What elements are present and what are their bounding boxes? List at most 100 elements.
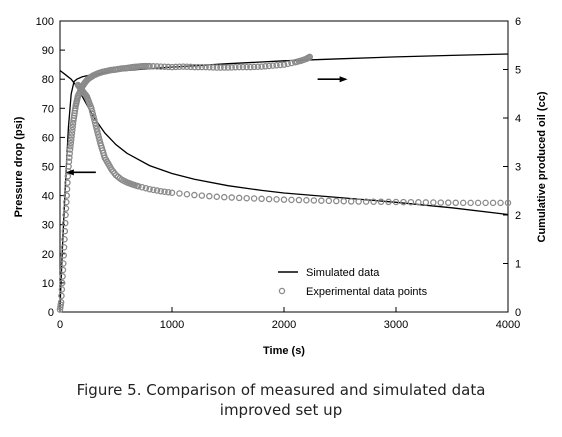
left-y-tick-label: 20	[42, 249, 54, 261]
experimental-point	[57, 299, 65, 306]
left-y-axis: 0 10 20 30 40 50 60 70 80 90 100	[36, 16, 65, 319]
x-tick-label: 1000	[160, 319, 184, 331]
experimental-point	[239, 63, 247, 71]
experimental-point	[146, 62, 153, 70]
experimental-point	[504, 199, 512, 207]
experimental-point	[325, 197, 333, 205]
experimental-point	[150, 186, 157, 194]
experimental-point	[153, 63, 161, 70]
experimental-point	[280, 196, 288, 203]
experimental-point	[221, 64, 228, 71]
experimental-point	[63, 185, 71, 193]
simulated-line-left-axis	[59, 69, 509, 216]
experimental-point	[269, 62, 277, 69]
experimental-point	[66, 146, 74, 153]
dual-axis-line-chart: 0 1000 2000 3000 4000 0102030405060708090100…	[13, 16, 548, 357]
right-y-tick-label: 5	[515, 65, 521, 77]
right-y-tick-label: 2	[515, 210, 521, 222]
experimental-point	[176, 190, 183, 197]
series-layer	[56, 53, 512, 313]
experimental-point	[65, 158, 73, 165]
left-y-tick-label: 10	[42, 278, 54, 290]
experimental-point	[66, 150, 73, 157]
legend-circle-marker	[278, 287, 286, 295]
experimental-point	[67, 143, 74, 150]
x-axis-title: Time (s)	[263, 345, 305, 357]
experimental-point	[303, 197, 310, 204]
experimental-point	[250, 195, 258, 202]
experimental-point	[161, 188, 168, 195]
x-axis: 0 1000 2000 3000 4000	[57, 307, 520, 331]
experimental-point	[277, 61, 284, 69]
experimental-point	[224, 64, 232, 71]
experimental-point	[165, 188, 172, 196]
experimental-point	[88, 105, 95, 112]
experimental-point	[318, 197, 325, 204]
experimental-point	[280, 61, 288, 68]
experimental-point	[69, 123, 76, 131]
experimental-point	[347, 198, 355, 205]
experimental-point	[150, 63, 157, 70]
experimental-point	[206, 192, 213, 200]
experimental-points-right-axis	[56, 53, 314, 313]
right-y-tick-label: 0	[515, 307, 521, 319]
experimental-point	[69, 126, 76, 134]
experimental-point	[58, 292, 65, 300]
experimental-point	[94, 131, 102, 138]
experimental-point	[377, 198, 385, 206]
experimental-point	[165, 63, 172, 71]
experimental-point	[67, 139, 75, 147]
experimental-point	[262, 63, 269, 70]
experimental-point	[250, 63, 258, 71]
experimental-point	[168, 189, 176, 196]
experimental-point	[198, 63, 206, 71]
experimental-point	[265, 62, 273, 70]
experimental-point	[60, 260, 67, 267]
legend-label-experimental: Experimental data points	[306, 286, 428, 298]
right-y-axis-title: Cumulative produced oil (cc)	[536, 91, 548, 242]
right-y-tick-label: 4	[515, 113, 521, 125]
right-y-axis: 0 1 2 3 4 5 6	[503, 16, 521, 319]
experimental-point	[213, 193, 221, 201]
experimental-point	[437, 199, 445, 206]
experimental-point	[232, 63, 239, 71]
experimental-point	[61, 219, 69, 227]
experimental-point	[254, 63, 262, 71]
experimental-point	[430, 199, 437, 206]
experimental-point	[179, 63, 187, 70]
right-y-tick-label: 6	[515, 16, 521, 28]
experimental-point	[415, 199, 422, 206]
experimental-point	[161, 63, 168, 71]
experimental-point	[482, 199, 489, 207]
experimental-point	[370, 198, 377, 205]
caption-line-1: Figure 5. Comparison of measured and sim…	[76, 381, 486, 399]
experimental-point	[62, 205, 70, 212]
right-y-tick-label: 3	[515, 162, 521, 174]
experimental-point	[172, 63, 179, 71]
arrow-right-icon	[339, 76, 348, 83]
experimental-point	[67, 136, 75, 144]
experimental-point	[362, 198, 370, 205]
experimental-point	[467, 199, 474, 207]
experimental-point	[284, 60, 291, 68]
experimental-point	[206, 63, 213, 71]
legend: Simulated data Experimental data points	[278, 267, 428, 298]
experimental-point	[66, 154, 73, 161]
experimental-point	[247, 63, 254, 71]
experimental-point	[138, 184, 146, 191]
experimental-point	[61, 227, 69, 235]
left-y-tick-label: 0	[48, 307, 54, 319]
arrow-left-icon	[65, 169, 74, 176]
experimental-point	[217, 64, 224, 71]
experimental-point	[422, 199, 430, 206]
experimental-point	[93, 125, 100, 132]
experimental-point	[273, 62, 280, 69]
experimental-point	[94, 128, 101, 135]
experimental-point	[60, 252, 67, 259]
experimental-point	[176, 63, 183, 71]
experimental-point	[58, 286, 66, 293]
left-y-tick-label: 50	[42, 162, 54, 174]
experimental-point	[235, 63, 243, 71]
experimental-point	[63, 198, 70, 206]
experimental-point	[228, 64, 235, 71]
